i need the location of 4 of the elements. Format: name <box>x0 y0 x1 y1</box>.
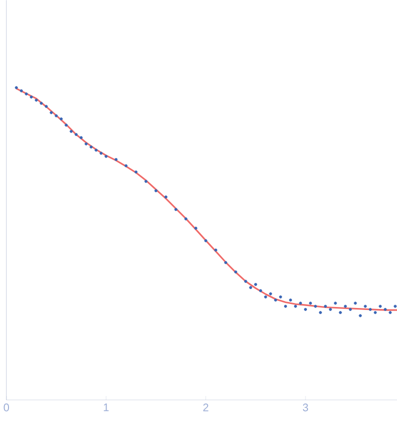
x-tick-label: 3 <box>302 404 308 412</box>
x-tick-label: 2 <box>203 404 208 412</box>
x-tick-label: 1 <box>104 404 108 412</box>
x-tick-label: 0 <box>4 404 9 412</box>
